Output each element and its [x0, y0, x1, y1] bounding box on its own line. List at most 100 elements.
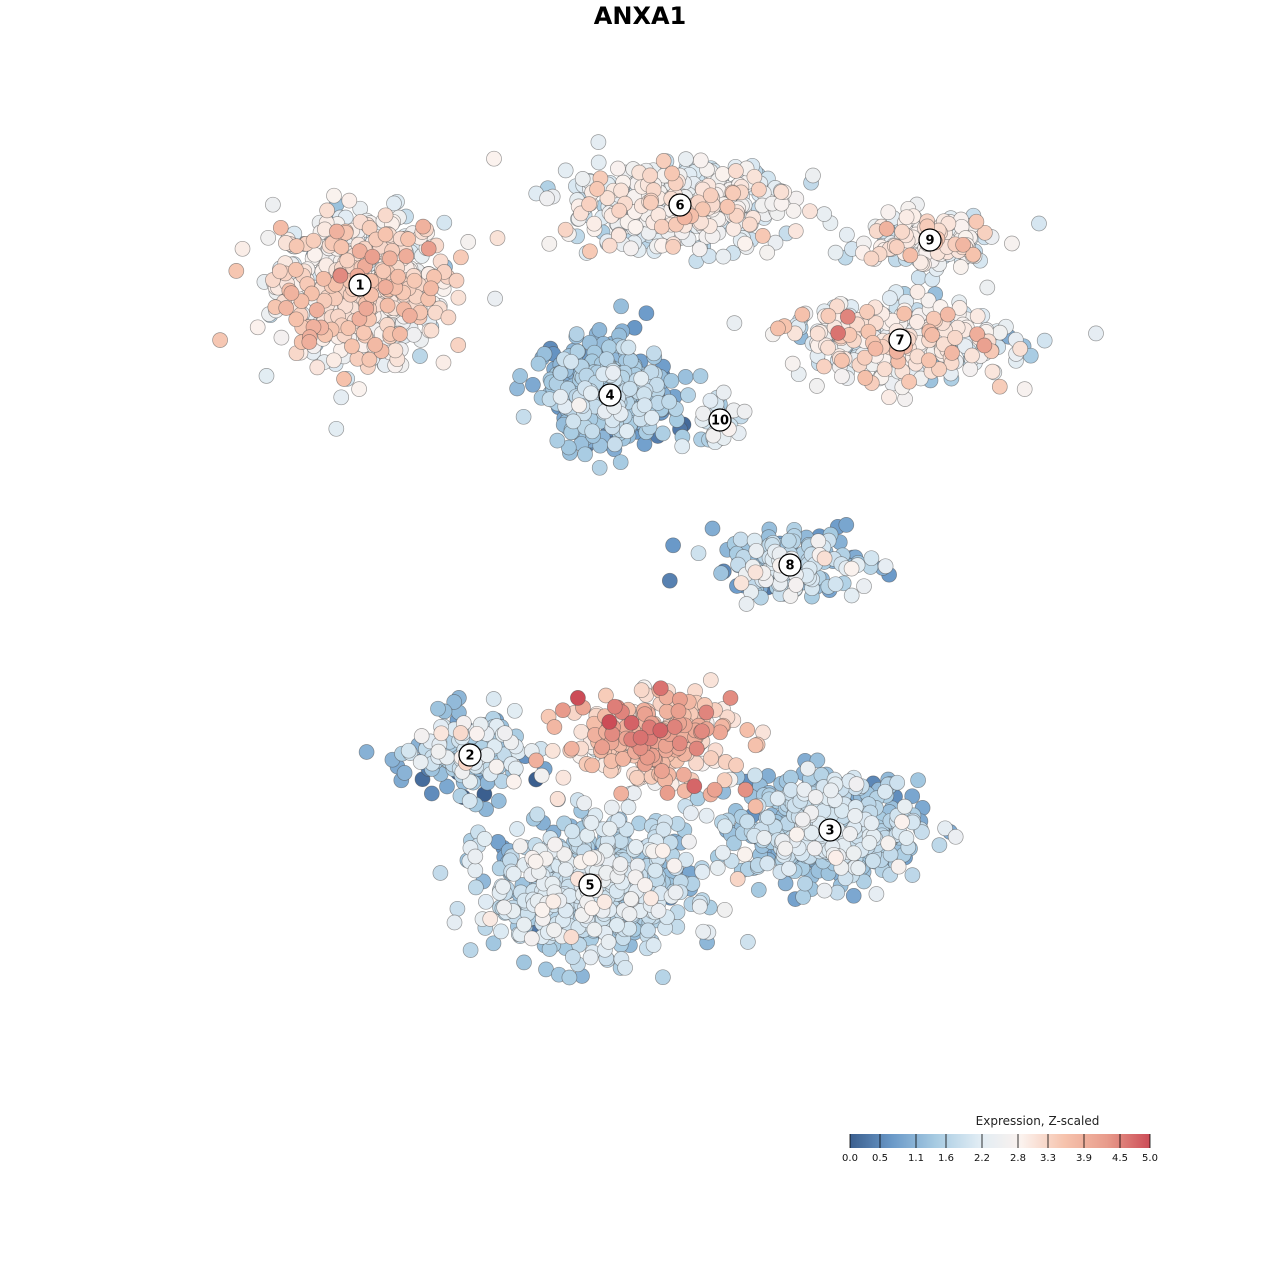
- cell-point: [379, 297, 396, 314]
- cell-point: [645, 937, 662, 953]
- cell-point: [877, 783, 893, 800]
- cell-point: [621, 906, 638, 923]
- cell-point: [732, 531, 749, 548]
- cell-point: [747, 737, 764, 754]
- cell-point: [756, 830, 773, 846]
- cell-point: [400, 742, 417, 759]
- cell-point: [488, 758, 505, 775]
- cell-point: [234, 240, 251, 257]
- cell-point: [485, 691, 502, 707]
- cell-point: [698, 807, 715, 824]
- cell-point: [686, 778, 703, 795]
- cell-point: [328, 420, 345, 437]
- cell-point: [482, 911, 499, 927]
- cell-point: [795, 889, 811, 905]
- cell-point: [496, 899, 512, 916]
- cell-point: [333, 239, 350, 255]
- cell-point: [850, 860, 867, 876]
- cell-point: [633, 370, 650, 387]
- cell-point: [896, 305, 913, 322]
- cell-point: [964, 347, 980, 364]
- cell-point: [546, 922, 562, 938]
- cell-point: [260, 229, 277, 246]
- cell-point: [661, 393, 678, 410]
- cell-point: [594, 739, 610, 756]
- cell-point: [610, 160, 626, 177]
- cell-point: [620, 339, 637, 356]
- cell-point: [863, 250, 880, 267]
- cell-point: [857, 370, 874, 386]
- cell-point: [586, 921, 603, 938]
- cell-point: [820, 308, 837, 324]
- cell-points: [212, 134, 1104, 986]
- cell-point: [646, 345, 662, 362]
- cell-point: [590, 154, 607, 171]
- cell-point: [468, 879, 484, 896]
- cell-point: [406, 272, 423, 289]
- cell-point: [838, 517, 855, 533]
- cell-point: [842, 826, 858, 842]
- cell-point: [712, 724, 728, 741]
- cell-point: [328, 223, 345, 240]
- cell-point: [955, 236, 971, 253]
- cell-point: [557, 162, 574, 179]
- cell-point: [288, 261, 304, 278]
- cell-point: [1012, 340, 1029, 357]
- cell-point: [358, 744, 375, 760]
- cell-point: [747, 767, 763, 784]
- cell-point: [861, 835, 878, 851]
- cell-point: [590, 134, 607, 150]
- cell-point: [623, 715, 640, 731]
- cell-point: [1004, 235, 1020, 252]
- cell-point: [773, 184, 790, 200]
- cell-point: [565, 413, 582, 430]
- cell-point: [516, 954, 532, 971]
- cell-point: [655, 969, 671, 986]
- cell-point: [530, 355, 547, 372]
- cell-point: [690, 545, 707, 562]
- cell-point: [698, 704, 715, 721]
- cell-point: [439, 778, 455, 795]
- cell-point: [816, 550, 833, 567]
- cell-point: [469, 725, 485, 742]
- cell-point: [788, 577, 804, 593]
- cell-point: [460, 234, 477, 250]
- cell-point: [666, 719, 683, 735]
- cell-point: [515, 408, 532, 425]
- cell-point: [882, 290, 898, 306]
- cell-point: [490, 793, 507, 809]
- cell-point: [450, 289, 467, 306]
- cell-point: [671, 735, 688, 752]
- cell-point: [539, 190, 555, 207]
- cell-point: [944, 345, 960, 361]
- colorbar-tick-label: 5.0: [1142, 1153, 1158, 1164]
- cell-point: [485, 935, 502, 952]
- cell-point: [979, 279, 996, 296]
- cell-point: [694, 723, 710, 740]
- cell-point: [802, 203, 818, 220]
- cell-point: [528, 752, 545, 769]
- cell-point: [717, 818, 733, 835]
- cell-point: [557, 221, 574, 238]
- cell-point: [847, 808, 863, 824]
- cell-point: [509, 821, 525, 837]
- cluster-label-4: 4: [605, 389, 614, 404]
- cell-point: [728, 163, 744, 179]
- cell-point: [333, 389, 350, 406]
- cell-point: [939, 306, 956, 323]
- cell-point: [719, 198, 736, 215]
- cell-point: [627, 219, 644, 235]
- cell-point: [315, 270, 332, 287]
- cell-point: [582, 243, 598, 260]
- cell-point: [834, 352, 850, 369]
- cell-point: [968, 213, 985, 230]
- cell-point: [609, 917, 625, 933]
- cell-point: [644, 409, 660, 426]
- cell-point: [601, 237, 618, 254]
- cell-point: [301, 334, 318, 350]
- cell-point: [512, 838, 529, 855]
- cell-point: [1016, 381, 1033, 397]
- colorbar-gradient: [850, 1134, 1150, 1148]
- cell-point: [695, 405, 712, 422]
- cell-point: [629, 769, 645, 786]
